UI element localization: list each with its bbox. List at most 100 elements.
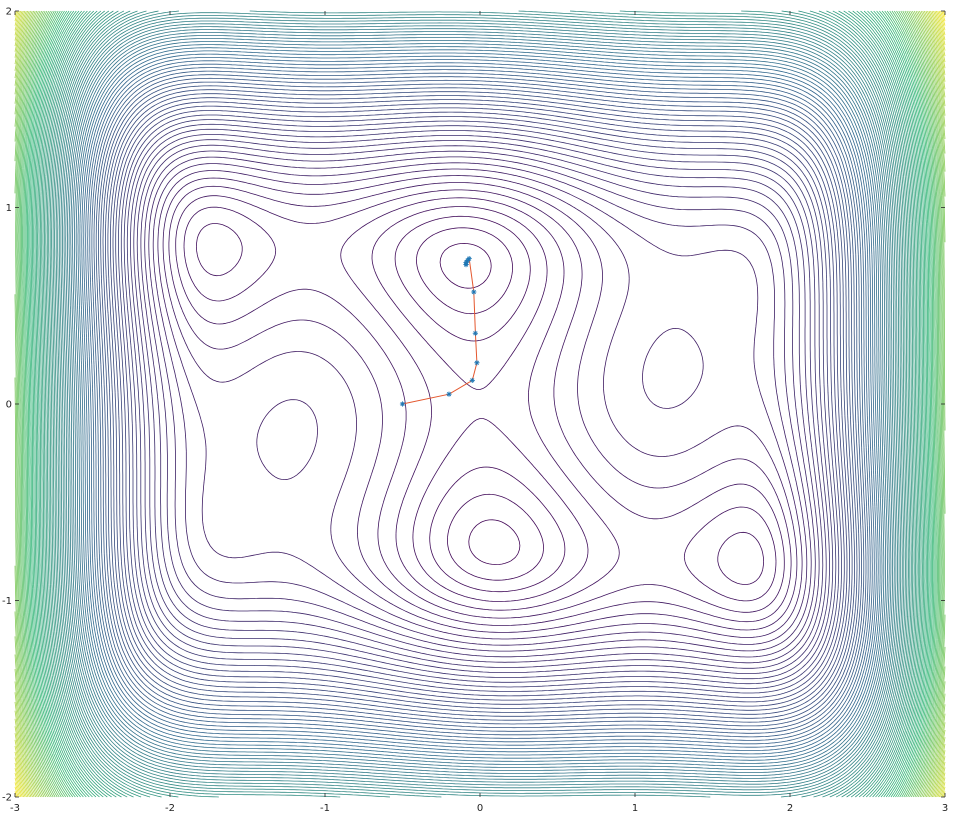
contour-level-line [126,123,834,685]
contour-level-line [34,10,926,798]
contour-level-line [14,10,946,798]
contour-level-line [168,182,792,626]
contour-level-line [136,139,824,669]
y-tick-label: 2 [6,7,12,18]
contour-level-line [16,10,944,798]
contour-level-line [67,26,893,782]
contour-level-line [41,10,919,798]
contour-level-line [91,67,869,741]
path-marker [463,261,469,268]
contour-level-line [38,10,922,798]
contour-level-line [14,10,946,798]
contour-level-line [27,10,933,798]
contour-level-line [118,110,842,698]
contour-level-line [133,134,827,674]
contour-level-line [14,10,946,798]
contour-level-line [175,189,785,619]
path-marker [446,391,452,397]
x-tick-label: 3 [942,803,948,814]
y-tick-label: -2 [2,793,12,804]
contour-level-line [14,10,946,798]
contour-level-line [394,215,566,593]
contour-level-line [74,38,886,770]
contour-level-line [55,10,905,798]
contour-level-line [25,10,935,798]
contour-level-line [54,10,906,798]
optimization-path [399,255,480,407]
contour-level-line [18,10,942,798]
contour-level-line [51,10,909,798]
path-marker [471,289,477,295]
contour-level-line [162,175,798,633]
contour-level-line [95,74,865,734]
y-tick-label: 0 [6,400,12,411]
contour-level-line [14,10,946,798]
contour-level-line [29,10,931,798]
contour-level-line [85,57,875,751]
contour-level-line [87,60,873,748]
contour-level-line [148,156,812,652]
contour-level-line [48,10,912,798]
contour-level-line [14,10,946,798]
contour-level-line [57,10,903,798]
contour-level-line [77,44,883,764]
contour-level-line [83,53,877,755]
contour-level-line [65,23,895,785]
contour-level-line [62,17,898,791]
contour-level-line [14,10,946,798]
contour-level-line [14,10,946,798]
contour-level-line [32,10,928,798]
contour-level-line [22,10,938,798]
contour-level-line [14,10,946,798]
contour-level-line [123,119,837,689]
x-tick-label: -1 [320,803,330,814]
contour-level-line [89,63,871,745]
contour-level-line [14,10,946,798]
contour-level-line [49,10,911,798]
path-marker [469,377,475,384]
x-tick-label: 2 [787,803,793,814]
contour-level-line [14,10,946,798]
contour-level-line [112,101,848,707]
x-tick-label: 1 [632,803,638,814]
x-tick-label: -2 [165,803,175,814]
contour-level-line [30,10,930,798]
contour-level-line [14,10,946,798]
contour-level-line [107,93,853,715]
contour-level-line [58,12,902,796]
contour-level-line [44,10,916,798]
contour-level-line [60,15,900,793]
contour-level-line [152,162,808,646]
contour-level-line [24,10,936,798]
contour-level-line [14,10,946,798]
contour-level-line [33,10,927,798]
contour-level-line [68,29,892,779]
path-marker [399,401,406,407]
contour-level-line [42,10,918,798]
contour-level-line [46,10,914,798]
contour-level-line [75,41,885,767]
contour-level-line [98,77,862,731]
contour-level-line [183,197,777,611]
contour-lines [14,10,946,798]
contour-level-line [14,10,946,798]
contour-level-line [14,10,946,798]
axis-ticks [14,10,946,798]
contour-level-line [110,97,850,711]
contour-level-line [115,105,845,703]
y-tick-label: -1 [2,596,12,607]
contour-level-line [14,10,946,798]
contour-level-line [63,20,897,788]
contour-level-line [14,10,946,798]
contour-level-line [19,10,941,798]
contour-level-line [28,10,932,798]
contour-level-line [15,10,945,798]
contour-level-line [14,10,946,798]
contour-level-line [72,35,888,773]
path-marker [472,330,478,336]
contour-level-line [45,10,915,798]
contour-level-line [105,89,855,719]
contour-level-line [102,85,858,723]
